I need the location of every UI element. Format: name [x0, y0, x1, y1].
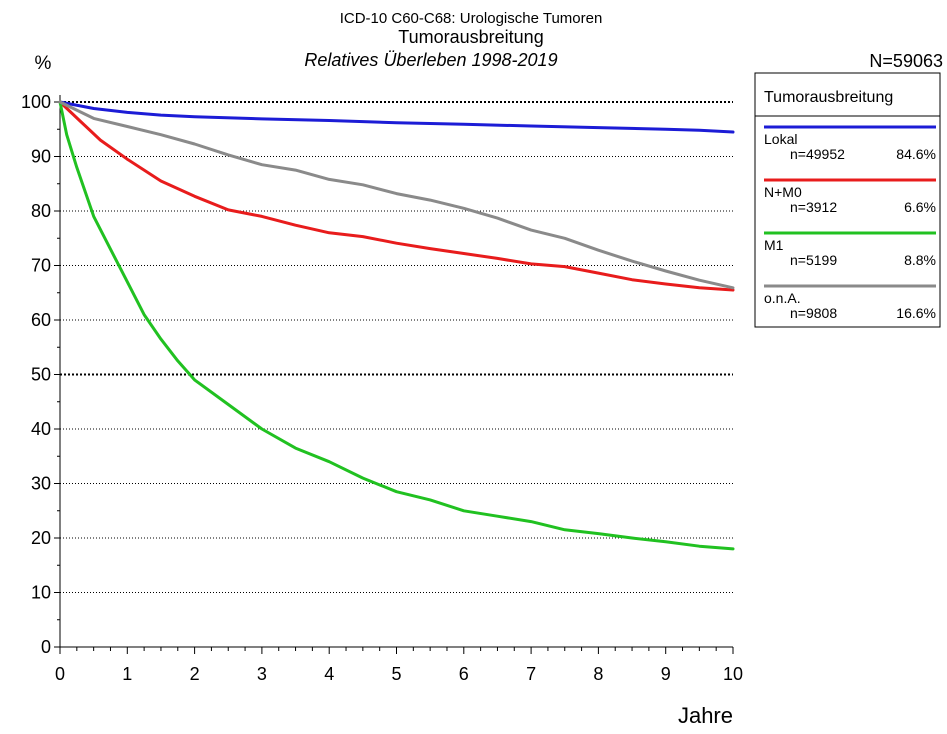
x-tick-label: 4: [324, 664, 334, 684]
legend-series-percent: 8.8%: [904, 252, 936, 268]
x-tick-label: 8: [593, 664, 603, 684]
legend-series-n: n=49952: [790, 146, 845, 162]
y-tick-label: 80: [31, 201, 51, 221]
legend-series-n: n=5199: [790, 252, 837, 268]
series-lines: [58, 100, 735, 551]
series-line-3: [58, 100, 735, 290]
y-axis-label: %: [35, 53, 52, 74]
chart-title-line1: ICD-10 C60-C68: Urologische Tumoren: [340, 10, 603, 27]
axes: [59, 95, 733, 648]
x-tick-label: 7: [526, 664, 536, 684]
y-tick-label: 0: [41, 637, 51, 657]
legend-series-n: n=3912: [790, 199, 837, 215]
y-tick-label: 10: [31, 583, 51, 603]
legend-title: Tumorausbreitung: [764, 89, 893, 106]
x-tick-label: 1: [122, 664, 132, 684]
y-tick-label: 30: [31, 474, 51, 494]
gridlines: [60, 101, 733, 593]
legend-series-percent: 6.6%: [904, 199, 936, 215]
x-axis-label: Jahre: [678, 703, 733, 728]
chart-subtitle: Relatives Überleben 1998-2019: [304, 50, 557, 70]
y-tick-label: 50: [31, 365, 51, 385]
x-tick-label: 6: [459, 664, 469, 684]
x-tick-label: 0: [55, 664, 65, 684]
total-count: N=59063: [869, 51, 943, 71]
x-tick-label: 2: [190, 664, 200, 684]
legend-series-name: M1: [764, 237, 784, 253]
chart-title-line2: Tumorausbreitung: [398, 27, 543, 47]
legend-series-name: Lokal: [764, 131, 797, 147]
legend-series-percent: 84.6%: [896, 146, 936, 162]
y-tick-label: 90: [31, 147, 51, 167]
y-tick-label: 40: [31, 419, 51, 439]
y-tick-label: 70: [31, 256, 51, 276]
x-tick-label: 5: [391, 664, 401, 684]
x-tick-label: 10: [723, 664, 743, 684]
series-line-0: [58, 100, 735, 134]
legend-series-name: N+M0: [764, 184, 802, 200]
x-ticks: 0 1 2 3 4 5 6 7 8 9 10: [55, 647, 743, 684]
series-line-2: [58, 100, 735, 551]
legend-series-name: o.n.A.: [764, 290, 801, 306]
x-tick-label: 9: [661, 664, 671, 684]
y-tick-label: 60: [31, 310, 51, 330]
series-line-1: [58, 100, 735, 292]
y-tick-label: 20: [31, 528, 51, 548]
y-ticks: 0 10 20 30 40 50 60 70 80 90 100: [21, 92, 60, 657]
legend-series-percent: 16.6%: [896, 305, 936, 321]
y-tick-label: 100: [21, 92, 51, 112]
x-tick-label: 3: [257, 664, 267, 684]
legend-series-n: n=9808: [790, 305, 837, 321]
